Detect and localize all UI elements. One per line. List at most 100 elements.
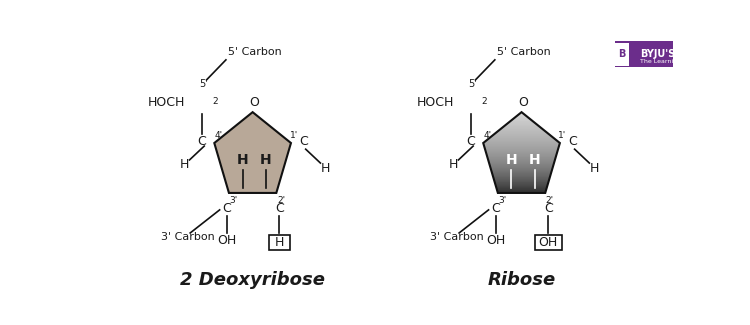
Polygon shape bbox=[483, 143, 560, 145]
Bar bbox=[536, 235, 562, 250]
Text: H: H bbox=[529, 153, 541, 167]
Text: H: H bbox=[260, 153, 272, 167]
Polygon shape bbox=[493, 175, 550, 176]
Polygon shape bbox=[494, 133, 549, 134]
Polygon shape bbox=[498, 130, 545, 131]
Text: 3': 3' bbox=[499, 196, 507, 205]
Text: 5' Carbon: 5' Carbon bbox=[228, 47, 282, 57]
Polygon shape bbox=[497, 191, 546, 192]
Polygon shape bbox=[484, 149, 558, 150]
Polygon shape bbox=[484, 145, 560, 146]
Polygon shape bbox=[483, 142, 560, 143]
Text: The Learning App: The Learning App bbox=[640, 59, 695, 64]
Text: 3' Carbon: 3' Carbon bbox=[160, 232, 214, 242]
Text: C: C bbox=[568, 135, 577, 148]
Polygon shape bbox=[490, 136, 553, 137]
Text: C: C bbox=[491, 202, 500, 215]
Text: H: H bbox=[274, 236, 284, 249]
Polygon shape bbox=[503, 126, 540, 127]
Text: 2': 2' bbox=[277, 196, 285, 205]
Polygon shape bbox=[515, 116, 528, 117]
Polygon shape bbox=[486, 152, 557, 153]
Text: OH: OH bbox=[538, 236, 558, 249]
Polygon shape bbox=[513, 118, 530, 119]
Text: OH: OH bbox=[217, 234, 236, 247]
Polygon shape bbox=[495, 183, 548, 184]
Polygon shape bbox=[496, 185, 548, 186]
Polygon shape bbox=[487, 139, 556, 140]
Polygon shape bbox=[486, 151, 557, 152]
Text: H: H bbox=[449, 158, 458, 171]
Polygon shape bbox=[488, 157, 556, 158]
Polygon shape bbox=[512, 119, 532, 120]
Polygon shape bbox=[488, 160, 555, 161]
Polygon shape bbox=[488, 158, 556, 159]
Polygon shape bbox=[488, 161, 555, 162]
Polygon shape bbox=[496, 189, 547, 190]
Text: H: H bbox=[590, 162, 598, 175]
Polygon shape bbox=[493, 176, 550, 177]
Bar bbox=[615, 43, 629, 66]
Polygon shape bbox=[490, 168, 553, 169]
Text: H: H bbox=[180, 158, 190, 171]
Text: H: H bbox=[237, 153, 248, 167]
Text: 4': 4' bbox=[215, 131, 223, 140]
Polygon shape bbox=[506, 123, 536, 124]
Polygon shape bbox=[491, 170, 552, 171]
Text: 2: 2 bbox=[482, 97, 488, 106]
Polygon shape bbox=[495, 132, 548, 133]
Text: C: C bbox=[222, 202, 231, 215]
Polygon shape bbox=[493, 134, 550, 136]
Polygon shape bbox=[506, 124, 538, 125]
Polygon shape bbox=[496, 187, 547, 188]
Polygon shape bbox=[514, 117, 529, 118]
Polygon shape bbox=[495, 184, 548, 185]
Text: C: C bbox=[197, 135, 206, 148]
Bar bbox=[268, 235, 290, 250]
Polygon shape bbox=[492, 173, 551, 174]
Polygon shape bbox=[484, 141, 560, 142]
Polygon shape bbox=[490, 166, 554, 167]
Text: BYJU'S: BYJU'S bbox=[640, 49, 675, 58]
Polygon shape bbox=[484, 146, 560, 147]
Polygon shape bbox=[490, 169, 552, 170]
Polygon shape bbox=[497, 190, 546, 191]
Text: 3' Carbon: 3' Carbon bbox=[430, 232, 484, 242]
Text: H: H bbox=[320, 162, 330, 175]
Polygon shape bbox=[494, 180, 549, 181]
Text: 5' Carbon: 5' Carbon bbox=[497, 47, 551, 57]
Text: 2 Deoxyribose: 2 Deoxyribose bbox=[180, 271, 326, 289]
Polygon shape bbox=[489, 137, 554, 138]
Text: 3': 3' bbox=[230, 196, 238, 205]
Text: 2: 2 bbox=[213, 97, 218, 106]
Polygon shape bbox=[519, 113, 524, 114]
Polygon shape bbox=[485, 150, 558, 151]
Text: H: H bbox=[506, 153, 518, 167]
Polygon shape bbox=[494, 179, 550, 180]
Text: 5': 5' bbox=[468, 79, 477, 89]
Text: O: O bbox=[249, 97, 259, 110]
Text: HOCH: HOCH bbox=[148, 97, 184, 110]
Polygon shape bbox=[485, 140, 558, 141]
Polygon shape bbox=[508, 122, 536, 123]
Polygon shape bbox=[490, 167, 553, 168]
Text: HOCH: HOCH bbox=[416, 97, 454, 110]
Polygon shape bbox=[509, 121, 534, 122]
Polygon shape bbox=[496, 131, 547, 132]
Text: 4': 4' bbox=[484, 131, 492, 140]
Polygon shape bbox=[496, 186, 548, 187]
Polygon shape bbox=[518, 114, 525, 115]
Polygon shape bbox=[489, 162, 554, 164]
Polygon shape bbox=[489, 164, 554, 165]
Text: 2': 2' bbox=[546, 196, 554, 205]
Polygon shape bbox=[510, 120, 532, 121]
Polygon shape bbox=[494, 178, 550, 179]
Text: B: B bbox=[619, 49, 626, 59]
Text: 1': 1' bbox=[558, 131, 566, 140]
Text: C: C bbox=[275, 202, 284, 215]
Text: C: C bbox=[466, 135, 476, 148]
Polygon shape bbox=[487, 156, 556, 157]
Text: C: C bbox=[544, 202, 553, 215]
Polygon shape bbox=[500, 128, 543, 129]
Polygon shape bbox=[492, 174, 550, 175]
